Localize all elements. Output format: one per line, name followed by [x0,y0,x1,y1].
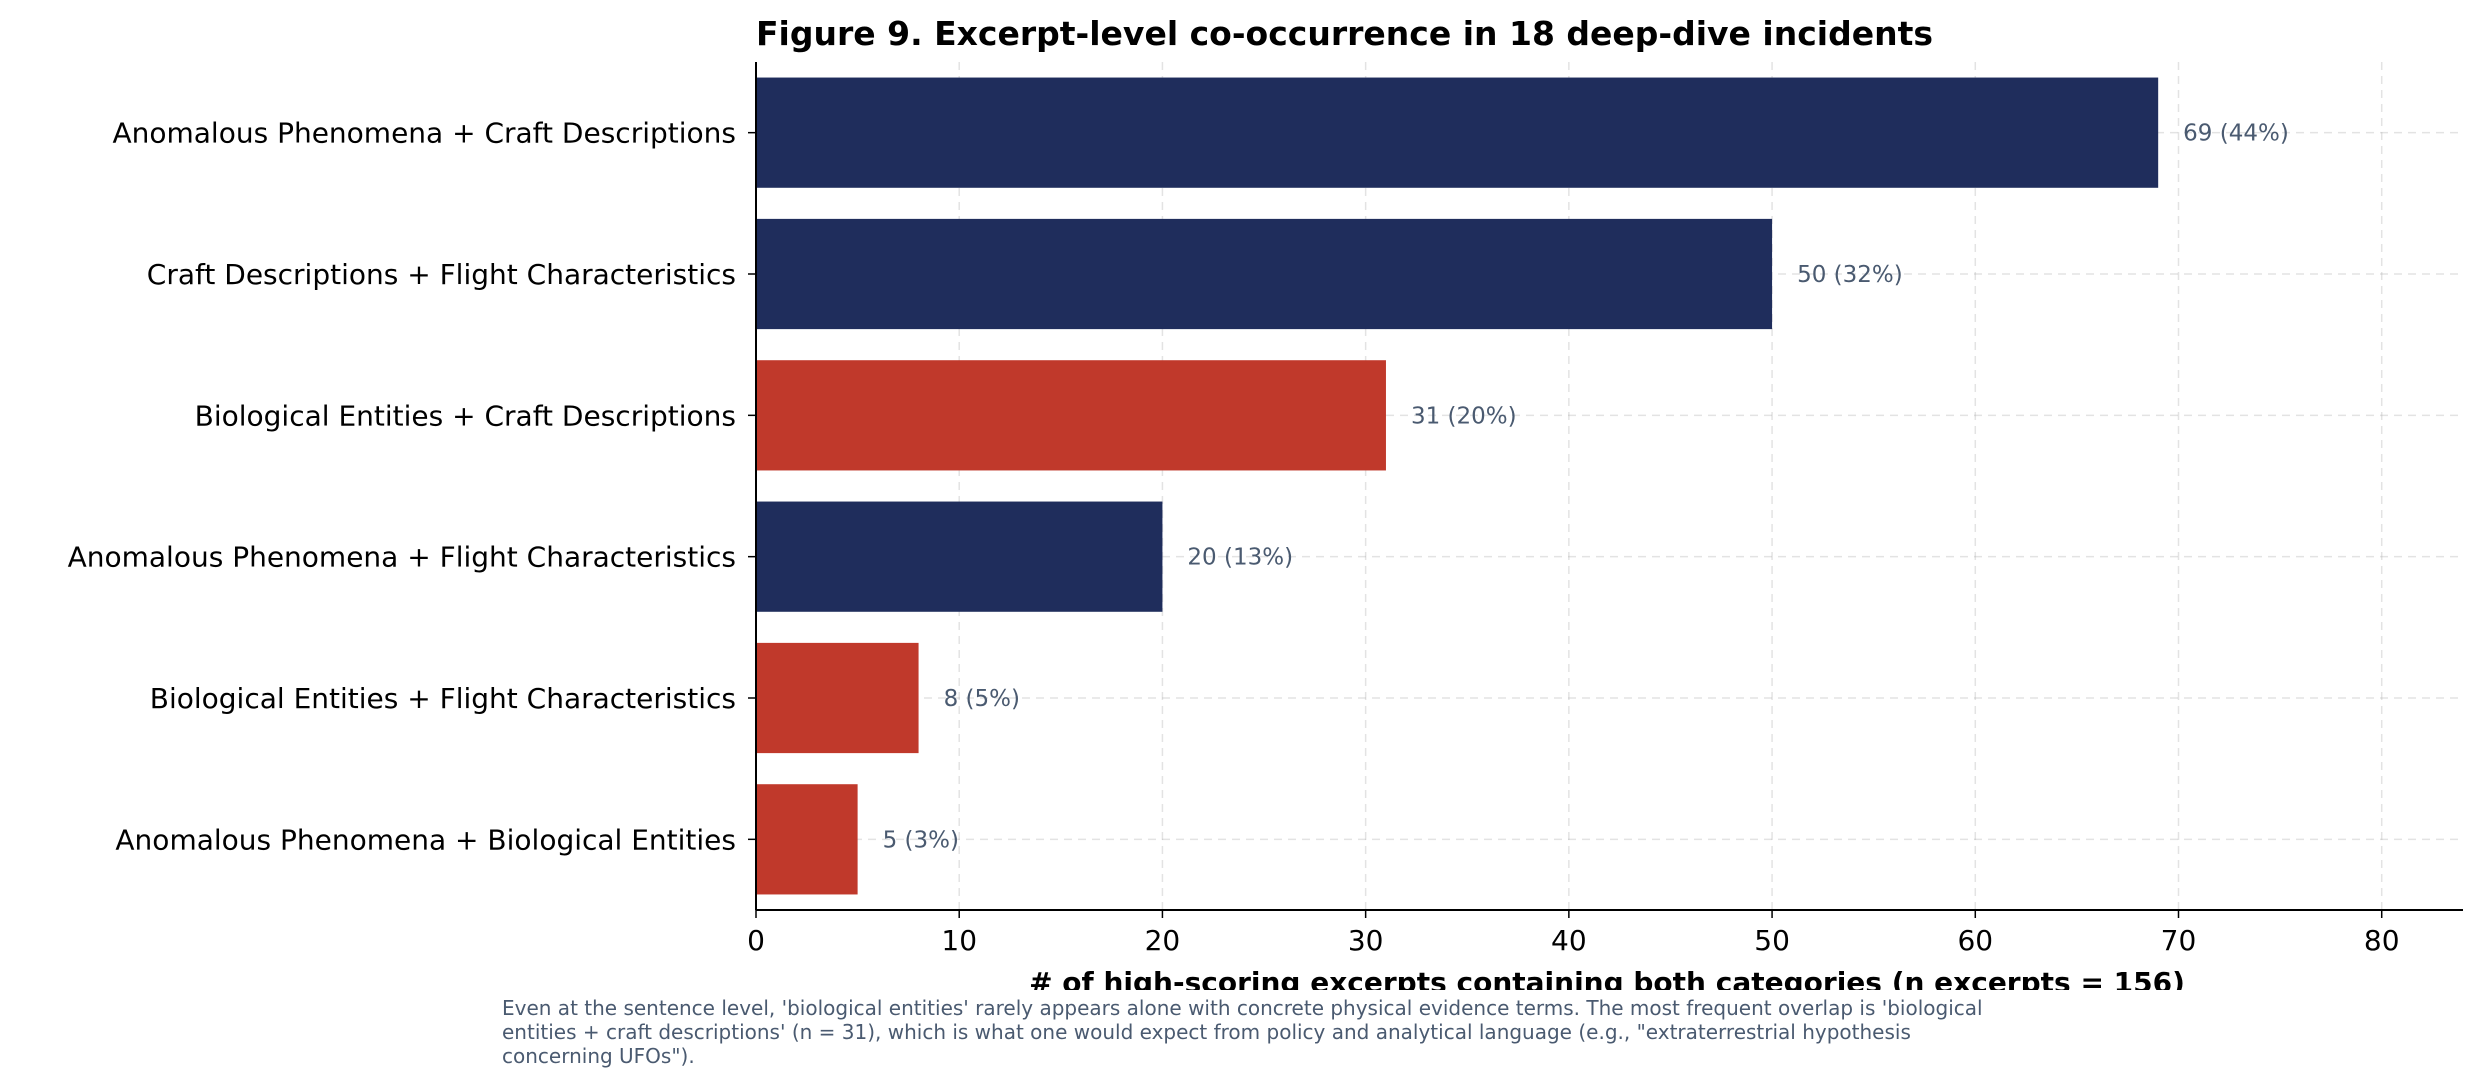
category-label: Biological Entities + Flight Characteris… [150,682,736,715]
x-tick-label: 30 [1348,924,1384,957]
category-label: Anomalous Phenomena + Flight Characteris… [68,541,736,574]
value-label: 31 (20%) [1411,403,1517,429]
x-tick-label: 50 [1754,924,1790,957]
x-tick-label: 0 [747,924,765,957]
x-axis-label: # of high-scoring excerpts containing bo… [1029,966,2185,990]
x-ticks: 0 10 20 30 40 50 60 70 80 [747,131,2400,957]
figure-caption: Even at the sentence level, 'biological … [502,996,1983,1068]
grid-lines [756,62,2463,910]
bar [756,218,1773,330]
x-tick-label: 20 [1145,924,1181,957]
chart-title: Figure 9. Excerpt-level co-occurrence in… [756,14,1933,53]
bar [756,77,2159,188]
value-label: 50 (32%) [1797,262,1903,288]
category-label: Biological Entities + Craft Descriptions [195,399,736,432]
bar [756,501,1163,612]
x-tick-label: 70 [2161,924,2197,957]
category-label: Anomalous Phenomena + Craft Descriptions [112,117,736,150]
x-tick-label: 10 [941,924,977,957]
category-label: Anomalous Phenomena + Biological Entitie… [115,823,736,856]
x-tick-label: 80 [2364,924,2400,957]
x-tick-label: 60 [1957,924,1993,957]
value-label: 20 (13%) [1187,545,1293,571]
x-tick-label: 40 [1551,924,1587,957]
bar [756,642,919,754]
value-label: 5 (3%) [883,827,959,853]
bar [756,784,858,895]
chart: 69 (44%) 50 (32%) 31 (20%) 20 (13%) 8 (5%) 5 … [68,14,2463,990]
value-label: 8 (5%) [944,686,1020,712]
category-label: Craft Descriptions + Flight Characterist… [147,258,736,291]
bars [756,77,2159,895]
value-labels: 69 (44%) 50 (32%) 31 (20%) 20 (13%) 8 (5%) 5 … [883,121,2289,854]
category-labels: Anomalous Phenomena + Craft Descriptions… [68,117,736,857]
bar [756,360,1386,471]
value-label: 69 (44%) [2183,121,2289,147]
